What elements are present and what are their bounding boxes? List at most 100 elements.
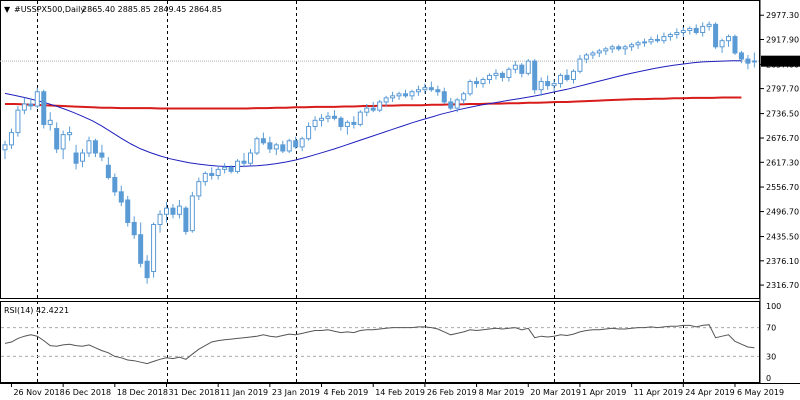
candle-body — [487, 74, 492, 80]
candle — [525, 59, 531, 76]
candle-body — [738, 52, 744, 60]
candle-body — [247, 152, 253, 164]
candle-body — [506, 68, 512, 78]
candle-body — [693, 27, 699, 34]
candle — [577, 54, 583, 74]
price-tick-label: 2797.70 — [766, 85, 799, 94]
candle — [454, 97, 460, 113]
price-tick-label: 2977.30 — [766, 11, 799, 20]
candle-body — [616, 46, 622, 50]
candle — [189, 191, 195, 233]
candle — [538, 77, 544, 96]
candle — [596, 48, 602, 58]
candle-body — [60, 134, 66, 150]
candle — [273, 142, 279, 156]
candle — [47, 112, 53, 131]
candle — [286, 138, 292, 154]
candle — [202, 171, 208, 186]
candle-body — [125, 199, 131, 223]
candle — [21, 97, 27, 115]
candle-body — [34, 91, 40, 107]
candle-body — [267, 142, 273, 150]
candle-body — [396, 93, 402, 97]
candle — [622, 44, 628, 55]
candle — [138, 222, 144, 268]
time-tick-label: 11 Jan 2019 — [220, 388, 268, 397]
rsi-title: RSI(14) 42.4221 — [4, 306, 69, 315]
candle — [293, 136, 299, 149]
candle — [99, 144, 105, 162]
candle — [164, 202, 169, 223]
candle-body — [67, 132, 73, 136]
price-tick-label: 2496.70 — [766, 208, 799, 217]
rsi-plot-frame — [0, 301, 760, 383]
candle-body — [719, 40, 725, 48]
candle — [247, 148, 253, 166]
candle — [506, 67, 512, 82]
candle-body — [454, 99, 460, 109]
time-tick-label: 6 Dec 2018 — [65, 388, 111, 397]
candle-body — [499, 72, 505, 78]
candle — [545, 75, 551, 90]
candle — [370, 101, 376, 113]
candle-body — [357, 111, 363, 125]
candle-body — [28, 103, 34, 107]
time-axis: 26 Nov 2018 6 Dec 2018 18 Dec 2018 31 Dec 2… — [10, 383, 784, 397]
candle — [603, 46, 609, 55]
price-tick-label: 2617.30 — [766, 158, 799, 167]
price-tick-label: 2376.10 — [766, 257, 799, 266]
price-tick-label: 2917.90 — [766, 35, 799, 44]
candle-body — [564, 74, 570, 80]
candle — [461, 91, 467, 104]
candle — [674, 28, 680, 39]
candle-body — [441, 91, 447, 103]
candle — [719, 38, 725, 53]
candle — [480, 77, 486, 88]
candle-body — [286, 140, 292, 152]
candle — [41, 89, 47, 129]
candle-body — [629, 44, 635, 48]
time-tick-label: 1 Apr 2019 — [582, 388, 626, 397]
rsi-tick-label: 100 — [766, 302, 781, 311]
candle — [131, 216, 137, 239]
rsi-levels — [1, 327, 759, 357]
price-axis: 2977.302917.902857.002797.702736.502676.… — [760, 11, 799, 290]
candle — [409, 89, 415, 100]
candle — [215, 165, 221, 180]
candle — [377, 99, 383, 113]
candle-body — [170, 207, 176, 215]
current-price-label: 2864.85 — [763, 57, 796, 66]
candle-body — [105, 164, 111, 179]
candle-body — [118, 191, 124, 203]
candle — [260, 132, 266, 145]
candle-body — [2, 144, 8, 151]
price-tick-label: 2676.70 — [766, 134, 799, 143]
time-tick-label: 26 Nov 2018 — [13, 388, 64, 397]
candle — [54, 122, 60, 154]
candle — [745, 54, 751, 70]
candle — [344, 120, 350, 135]
candle-body — [480, 78, 486, 85]
candle — [590, 50, 596, 60]
candle-body — [319, 117, 325, 121]
candle-body — [254, 138, 260, 154]
candle — [338, 116, 344, 131]
candle — [357, 110, 363, 127]
candle — [325, 112, 331, 123]
candle — [428, 81, 434, 92]
candle — [493, 69, 499, 80]
candle-body — [99, 152, 105, 158]
candle-body — [151, 224, 157, 272]
candle — [642, 38, 648, 47]
candle — [564, 69, 570, 82]
candle — [80, 148, 86, 168]
price-tick-label: 2556.70 — [766, 183, 799, 192]
price-tick-label: 2316.70 — [766, 281, 799, 290]
candle — [629, 42, 635, 51]
time-tick-label: 18 Dec 2018 — [117, 388, 168, 397]
candle — [751, 52, 757, 68]
chart-menu-icon[interactable]: ▼ — [4, 5, 11, 14]
candle — [254, 136, 260, 156]
candlestick-series — [2, 21, 757, 284]
